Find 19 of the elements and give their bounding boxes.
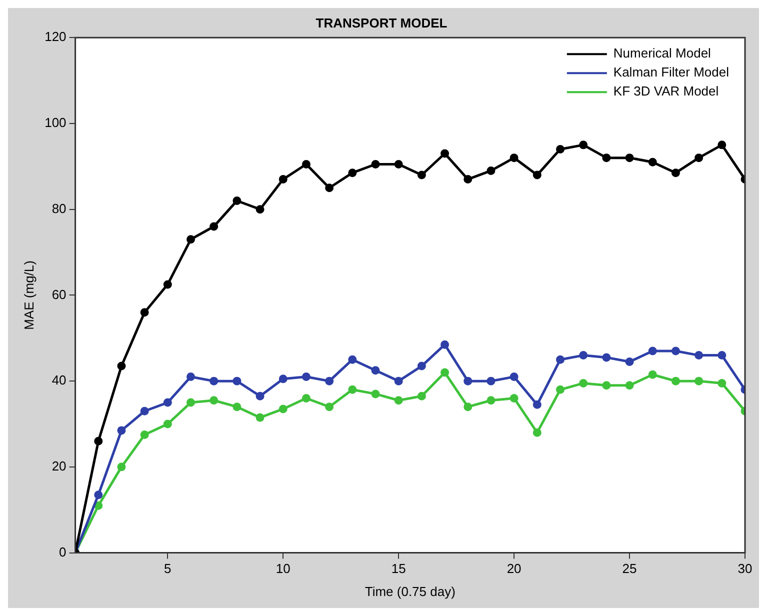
legend-label: KF 3D VAR Model — [613, 84, 719, 99]
legend-label: Numerical Model — [613, 46, 712, 61]
y-tick-label: 100 — [44, 115, 66, 130]
y-tick-label: 0 — [59, 544, 66, 560]
y-tick-label: 40 — [52, 372, 66, 388]
x-tick-label: 10 — [276, 561, 290, 576]
x-axis-title: Time (0.75 day) — [364, 584, 456, 599]
legend-label: Kalman Filter Model — [613, 64, 730, 80]
y-axis-title: MAE (mg/L) — [21, 260, 36, 330]
x-tick-label: 15 — [391, 561, 406, 576]
y-tick-label: 80 — [52, 200, 66, 216]
x-tick-label: 5 — [164, 561, 172, 576]
x-tick-label: 20 — [506, 561, 522, 576]
x-tick-label: 30 — [738, 561, 752, 576]
chart-title: TRANSPORT MODEL — [316, 15, 448, 30]
x-tick-label: 25 — [622, 561, 637, 576]
y-tick-label: 60 — [52, 286, 66, 302]
y-tick-label: 120 — [44, 29, 66, 44]
y-tick-label: 20 — [52, 458, 66, 474]
